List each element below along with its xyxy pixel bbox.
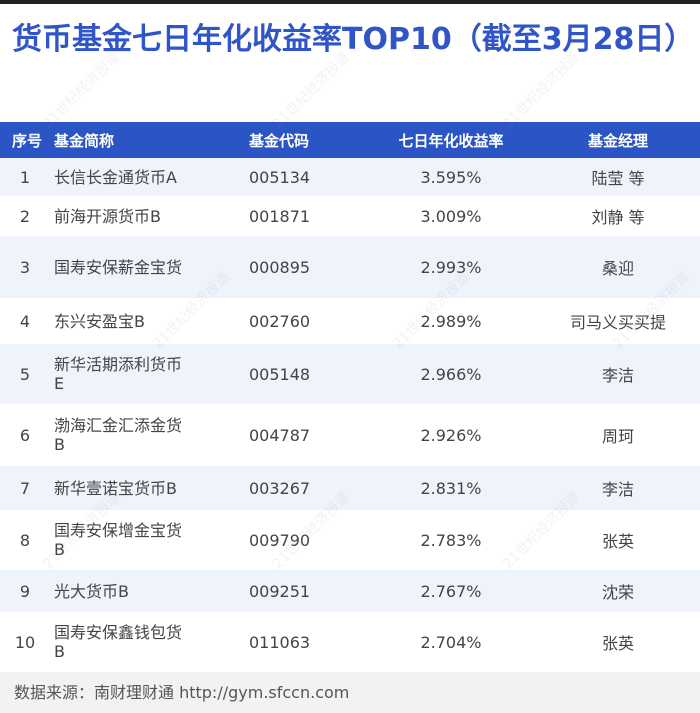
row-index: 9 bbox=[0, 570, 50, 612]
fund-code: 004787 bbox=[246, 404, 366, 466]
fund-manager: 李洁 bbox=[536, 466, 700, 510]
header-manager: 基金经理 bbox=[536, 122, 700, 158]
fund-code: 003267 bbox=[246, 466, 366, 510]
fund-code: 002760 bbox=[246, 298, 366, 344]
row-index: 3 bbox=[0, 236, 50, 298]
seven-day-yield: 2.993% bbox=[366, 236, 536, 298]
table-row: 2 前海开源货币B 001871 3.009% 刘静 等 bbox=[0, 196, 700, 236]
row-index: 7 bbox=[0, 466, 50, 510]
table-header-row: 序号 基金简称 基金代码 七日年化收益率 基金经理 bbox=[0, 122, 700, 158]
fund-code: 001871 bbox=[246, 196, 366, 236]
seven-day-yield: 2.926% bbox=[366, 404, 536, 466]
fund-name: 国寿安保鑫钱包货B bbox=[50, 612, 246, 672]
seven-day-yield: 2.831% bbox=[366, 466, 536, 510]
fund-name: 长信长金通货币A bbox=[50, 158, 246, 196]
row-index: 4 bbox=[0, 298, 50, 344]
fund-manager: 陆莹 等 bbox=[536, 158, 700, 196]
table-row: 5 新华活期添利货币E 005148 2.966% 李洁 bbox=[0, 344, 700, 404]
fund-manager: 张英 bbox=[536, 510, 700, 570]
data-source-footer: 数据来源：南财理财通 http://gym.sfccn.com bbox=[0, 672, 700, 713]
seven-day-yield: 2.783% bbox=[366, 510, 536, 570]
fund-manager: 桑迎 bbox=[536, 236, 700, 298]
header-name: 基金简称 bbox=[50, 122, 246, 158]
seven-day-yield: 2.989% bbox=[366, 298, 536, 344]
fund-manager: 李洁 bbox=[536, 344, 700, 404]
row-index: 1 bbox=[0, 158, 50, 196]
fund-name: 新华活期添利货币E bbox=[50, 344, 246, 404]
fund-manager: 沈荣 bbox=[536, 570, 700, 612]
header-rate: 七日年化收益率 bbox=[366, 122, 536, 158]
seven-day-yield: 2.966% bbox=[366, 344, 536, 404]
table-row: 6 渤海汇金汇添金货B 004787 2.926% 周珂 bbox=[0, 404, 700, 466]
fund-manager: 司马义买买提 bbox=[536, 298, 700, 344]
table-row: 10 国寿安保鑫钱包货B 011063 2.704% 张英 bbox=[0, 612, 700, 672]
fund-manager: 张英 bbox=[536, 612, 700, 672]
fund-name: 渤海汇金汇添金货B bbox=[50, 404, 246, 466]
top-border bbox=[0, 0, 700, 4]
fund-code: 005134 bbox=[246, 158, 366, 196]
table-row: 9 光大货币B 009251 2.767% 沈荣 bbox=[0, 570, 700, 612]
page-title: 货币基金七日年化收益率TOP10（截至3月28日） bbox=[12, 22, 695, 57]
fund-code: 005148 bbox=[246, 344, 366, 404]
seven-day-yield: 2.704% bbox=[366, 612, 536, 672]
table-row: 7 新华壹诺宝货币B 003267 2.831% 李洁 bbox=[0, 466, 700, 510]
table-row: 8 国寿安保增金宝货B 009790 2.783% 张英 bbox=[0, 510, 700, 570]
header-code: 基金代码 bbox=[246, 122, 366, 158]
fund-code: 009790 bbox=[246, 510, 366, 570]
row-index: 8 bbox=[0, 510, 50, 570]
fund-name: 新华壹诺宝货币B bbox=[50, 466, 246, 510]
fund-name: 国寿安保薪金宝货 bbox=[50, 236, 246, 298]
fund-name: 前海开源货币B bbox=[50, 196, 246, 236]
row-index: 6 bbox=[0, 404, 50, 466]
fund-code: 000895 bbox=[246, 236, 366, 298]
fund-code: 011063 bbox=[246, 612, 366, 672]
fund-code: 009251 bbox=[246, 570, 366, 612]
fund-name: 东兴安盈宝B bbox=[50, 298, 246, 344]
fund-manager: 周珂 bbox=[536, 404, 700, 466]
header-index: 序号 bbox=[0, 122, 50, 158]
fund-table: 序号 基金简称 基金代码 七日年化收益率 基金经理 1 长信长金通货币A 005… bbox=[0, 122, 700, 672]
row-index: 2 bbox=[0, 196, 50, 236]
table-row: 4 东兴安盈宝B 002760 2.989% 司马义买买提 bbox=[0, 298, 700, 344]
table-row: 3 国寿安保薪金宝货 000895 2.993% 桑迎 bbox=[0, 236, 700, 298]
seven-day-yield: 2.767% bbox=[366, 570, 536, 612]
row-index: 10 bbox=[0, 612, 50, 672]
seven-day-yield: 3.009% bbox=[366, 196, 536, 236]
table-row: 1 长信长金通货币A 005134 3.595% 陆莹 等 bbox=[0, 158, 700, 196]
seven-day-yield: 3.595% bbox=[366, 158, 536, 196]
row-index: 5 bbox=[0, 344, 50, 404]
fund-manager: 刘静 等 bbox=[536, 196, 700, 236]
fund-name: 国寿安保增金宝货B bbox=[50, 510, 246, 570]
fund-name: 光大货币B bbox=[50, 570, 246, 612]
